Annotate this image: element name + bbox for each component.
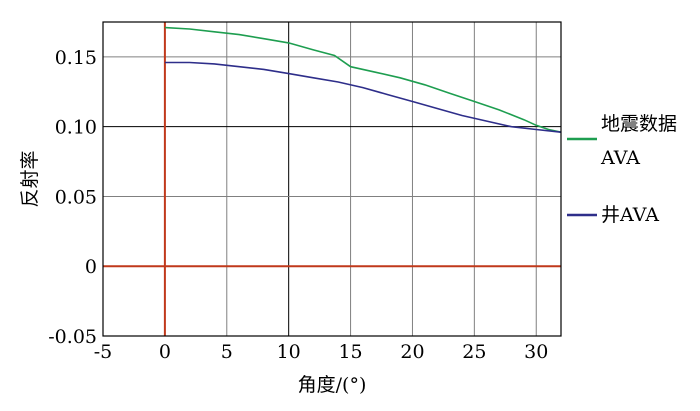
y-tick-label: 0.10 <box>55 117 97 139</box>
x-tick-label: 30 <box>524 341 548 363</box>
x-tick-label: 15 <box>338 341 362 363</box>
series-line <box>164 61 562 133</box>
x-tick-label: -5 <box>94 341 113 363</box>
legend-label: AVA <box>600 147 640 169</box>
x-tick-label: 5 <box>221 341 233 363</box>
x-tick-label: 20 <box>400 341 424 363</box>
series-lines <box>164 26 562 133</box>
x-axis-title: 角度/(°) <box>298 374 367 396</box>
y-tick-label: 0.05 <box>55 186 97 208</box>
y-axis-title-group: 反射率 <box>19 150 41 207</box>
x-tick-label: 25 <box>462 341 486 363</box>
plot-frame <box>102 21 562 337</box>
y-tick-label: 0 <box>85 256 97 278</box>
y-axis-title: 反射率 <box>19 150 41 207</box>
x-tick-label: 0 <box>159 341 171 363</box>
legend: 地震数据 AVA 井AVA <box>567 113 677 226</box>
zero-reference-lines <box>103 22 561 336</box>
grid-lines <box>103 22 561 336</box>
y-tick-label: 0.15 <box>55 47 97 69</box>
legend-label: 井AVA <box>601 204 659 226</box>
y-tick-label: -0.05 <box>48 326 97 348</box>
y-tick-labels: -0.05 0 0.05 0.10 0.15 <box>48 47 97 348</box>
x-tick-label: 10 <box>277 341 301 363</box>
x-tick-labels: -5 0 5 10 15 20 25 30 <box>94 341 549 363</box>
series-line <box>164 26 562 133</box>
legend-label: 地震数据 <box>601 113 677 135</box>
